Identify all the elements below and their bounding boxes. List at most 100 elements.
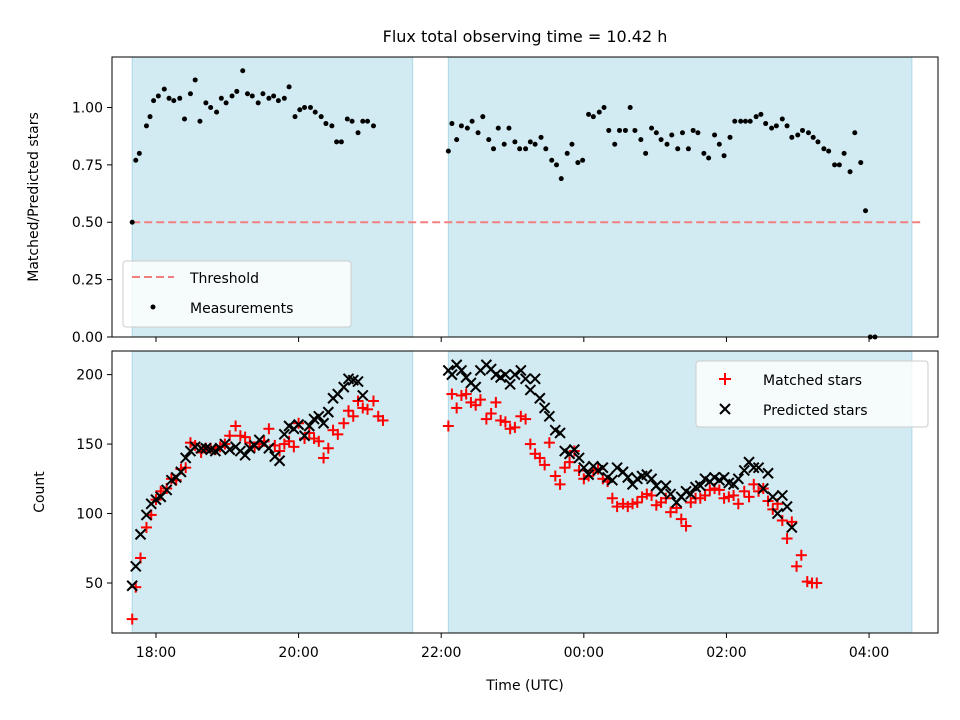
measurement-point [329,123,335,129]
matched-star-point [367,395,379,407]
top-shaded-spans [131,56,913,338]
measurement-point [187,91,193,97]
matched-star-point [641,488,653,500]
x-axis-label: Time (UTC) [485,678,563,694]
matched-star-point [455,389,467,401]
matched-star-point [675,513,687,525]
predicted-star-point [195,442,207,454]
measurement-point [716,141,722,147]
measurement-point [334,139,340,145]
matched-star-point [520,413,532,425]
measurement-point [523,146,529,152]
measurement-point [171,98,177,104]
matched-star-point [230,420,242,432]
measurement-point [161,86,167,92]
measurement-point [841,150,847,156]
matched-star-point [446,388,458,400]
matched-star-point [732,498,744,510]
measurement-point [129,219,135,225]
measurement-point [596,109,602,115]
measurement-point [260,91,266,97]
predicted-star-point [771,507,784,520]
predicted-star-point [645,473,658,485]
matched-star-point [338,417,350,429]
measurement-point [575,160,581,166]
matched-star-point [283,435,295,447]
measurement-point [606,127,612,133]
matched-star-point [743,491,755,503]
measurement-point [616,127,622,133]
measurement-point [738,118,744,124]
predicted-star-point [352,375,364,388]
measurement-point [727,134,733,140]
bottom-y-axis-label: Count [32,471,48,513]
matched-star-point [318,452,330,464]
matched-star-point [470,399,482,411]
bottom-ytick-label: 100 [76,507,103,523]
measurement-point [690,127,696,133]
measurement-point [464,125,470,131]
measurement-point [312,109,318,115]
matched-star-point [263,423,275,435]
measurement-point [234,88,240,94]
measurement-point [769,125,775,131]
legend-predicted-label: Predicted stars [763,403,868,419]
matched-star-point [549,470,561,482]
matched-star-point [313,435,325,447]
xtick-label: 22:00 [421,645,461,661]
top-ytick-label: 0.00 [72,330,103,346]
matched-star-point [776,514,788,526]
measurement-point [338,139,344,145]
measurement-point [612,141,618,147]
matched-star-point [718,492,730,504]
predicted-star-point [543,410,556,422]
measurement-point [773,123,779,129]
predicted-star-point [179,452,192,464]
measurement-point [458,123,464,129]
top-x-ticks [155,337,870,342]
measurement-point [532,141,538,147]
measurement-point [501,141,507,147]
matched-star-point [534,452,546,464]
top-ytick-label: 0.75 [72,158,103,174]
measurement-point [810,134,816,140]
measurement-point [658,137,664,143]
measurement-point [789,134,795,140]
measurement-point [318,114,324,120]
measurement-point [297,107,303,113]
measurement-point [622,127,628,133]
bottom-ytick-label: 50 [85,576,103,592]
matched-star-point [748,478,760,490]
predicted-star-point [538,402,551,414]
matched-star-point [554,478,566,490]
matched-star-point [460,388,472,400]
measurement-point [538,134,544,140]
measurement-point [454,137,460,143]
measurement-point [506,125,512,131]
matched-star-point [699,489,711,501]
measurement-point [360,118,366,124]
measurement-point [669,132,675,138]
predicted-star-point [317,417,330,429]
predicted-star-point [752,461,765,474]
matched-star-point [343,405,355,417]
top-y-axis-label: Matched/Predicted stars [26,112,42,282]
measurement-point [249,93,255,99]
matched-star-point [504,423,516,435]
predicted-star-point [622,471,634,484]
measurement-point [815,139,821,145]
measurement-point [569,141,575,147]
measurement-point [266,95,272,101]
measurement-point [685,146,691,152]
matched-star-point [559,462,571,474]
predicted-star-point [685,488,697,500]
measurement-point [832,162,838,168]
measurement-point [495,125,501,131]
top-ytick-label: 0.50 [72,215,103,231]
measurement-point [271,93,277,99]
measurement-point [512,139,518,145]
predicted-star-point [499,368,512,381]
matched-star-point [377,414,389,426]
predicted-star-point [660,480,672,492]
measurement-point [632,127,638,133]
